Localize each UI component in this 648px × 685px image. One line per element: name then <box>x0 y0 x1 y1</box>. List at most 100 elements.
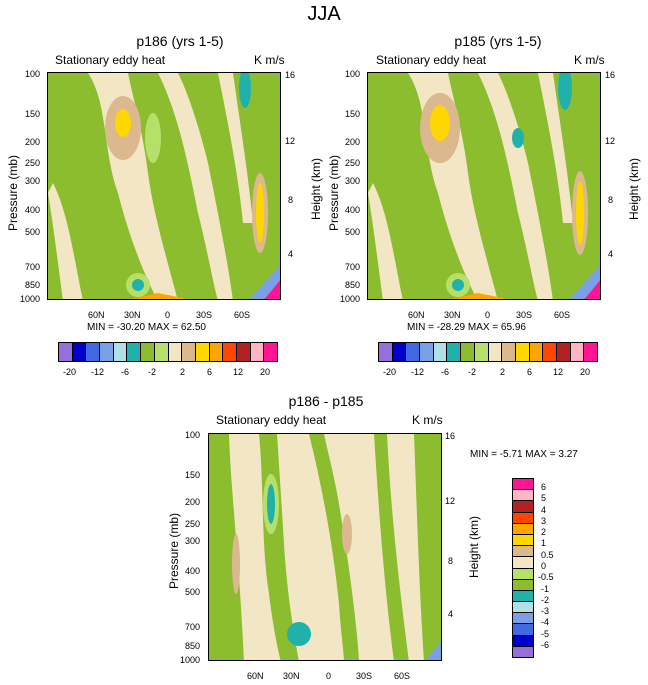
panel-2-cbtick: 6 <box>527 367 533 377</box>
panel-1-ytick-right: 8 <box>288 195 294 205</box>
panel-1-xtick: 60S <box>234 310 251 320</box>
panel-2-ylabel: Pressure (mb) <box>327 154 342 232</box>
contour-band <box>558 73 572 110</box>
panel-2-xtick: 30N <box>444 310 461 320</box>
panel-3-cbtick: -5 <box>541 629 550 639</box>
panel-1-xtick: 30S <box>196 310 213 320</box>
panel-2-ytick: 100 <box>344 69 360 79</box>
panel-3-ytick: 250 <box>184 519 200 529</box>
panel-2-cbtick: 20 <box>580 367 591 377</box>
panel-2-ytick: 200 <box>344 137 360 147</box>
panel-2-plot <box>367 72 601 300</box>
panel-3-ytick-right: 12 <box>445 496 456 506</box>
panel-2-xtick: 0 <box>485 310 491 320</box>
panel-1-contours <box>48 73 280 299</box>
panel-2-cbtick: -2 <box>468 367 477 377</box>
colorbar-swatch <box>570 343 585 361</box>
colorbar-swatch <box>556 343 571 361</box>
panel-1-subtitle: Stationary eddy heat <box>55 53 166 67</box>
panel-3-ytick: 500 <box>184 587 200 597</box>
panel-1-cbtick: -6 <box>121 367 130 377</box>
colorbar-swatch <box>433 343 448 361</box>
contour-band <box>538 73 573 223</box>
colorbar-swatch <box>461 343 475 361</box>
panel-1-xtick: 60N <box>88 310 105 320</box>
panel-3-ytick: 100 <box>184 430 200 440</box>
colorbar-swatch <box>488 343 503 361</box>
panel-2-ytick: 250 <box>344 158 360 168</box>
panel-3-xtick: 30N <box>283 671 300 681</box>
panel-3-cbtick: -2 <box>541 595 550 605</box>
colorbar-swatch <box>513 602 533 614</box>
contour-band <box>452 279 464 291</box>
panel-1-title: p186 (yrs 1-5) <box>136 33 224 49</box>
panel-1-minmax: MIN = -30.20 MAX = 62.50 <box>87 322 206 333</box>
colorbar-swatch <box>236 343 251 361</box>
panel-3-ytick: 400 <box>184 566 200 576</box>
colorbar-swatch <box>513 512 533 524</box>
panel-3-cbtick: -6 <box>541 640 550 650</box>
panel-3-ytick-right: 16 <box>445 431 456 441</box>
panel-3-ytick: 200 <box>184 497 200 507</box>
panel-1-cbtick: 2 <box>180 367 186 377</box>
contour-band <box>425 641 441 660</box>
panel-2-ytick-right: 12 <box>605 136 616 146</box>
panel-2-ytick-right: 16 <box>605 70 616 80</box>
colorbar-swatch <box>502 343 516 361</box>
panel-3-cbtick: 6 <box>541 482 547 492</box>
contour-band <box>512 128 524 148</box>
panel-1-ytick: 500 <box>24 227 40 237</box>
colorbar-swatch <box>447 343 462 361</box>
colorbar-swatch <box>154 343 169 361</box>
contour-band <box>158 73 233 299</box>
panel-3-cbtick: -4 <box>541 617 550 627</box>
contour-band <box>576 181 584 245</box>
colorbar-swatch <box>515 343 530 361</box>
colorbar-swatch <box>513 624 533 636</box>
panel-1-cbtick: 12 <box>233 367 244 377</box>
panel-3-minmax: MIN = -5.71 MAX = 3.27 <box>470 449 578 460</box>
contour-band <box>232 534 240 594</box>
panel-3-cbtick: 0.5 <box>541 550 554 560</box>
panel-1-cbtick: 6 <box>207 367 213 377</box>
panel-3-cbtick: 3 <box>541 516 547 526</box>
panel-2-colorbar <box>378 342 598 362</box>
contour-band <box>48 183 83 299</box>
panel-3-contours <box>209 434 441 660</box>
contour-band <box>309 434 359 660</box>
colorbar-swatch <box>72 343 87 361</box>
colorbar-swatch <box>195 343 210 361</box>
panel-1-xtick: 0 <box>165 310 171 320</box>
panel-3-subtitle: Stationary eddy heat <box>216 413 327 427</box>
panel-3-xtick: 0 <box>326 671 332 681</box>
panel-1-ytick: 700 <box>24 262 40 272</box>
panel-3-cbtick: 5 <box>541 493 547 503</box>
contour-band <box>414 434 441 660</box>
colorbar-swatch <box>420 343 434 361</box>
contour-band <box>368 183 403 299</box>
colorbar-swatch <box>584 343 597 361</box>
contour-band <box>209 434 244 660</box>
contour-band <box>451 293 508 299</box>
panel-2-ytick-right: 8 <box>608 195 614 205</box>
colorbar-swatch <box>223 343 237 361</box>
panel-1-ylabel-right: Height (km) <box>309 157 324 221</box>
panel-2-units: K m/s <box>574 53 605 67</box>
contour-band <box>132 279 144 291</box>
panel-3-cbtick: -1 <box>541 584 550 594</box>
panel-1-ytick: 400 <box>24 205 40 215</box>
contour-band <box>267 484 275 524</box>
contour-band <box>287 622 311 646</box>
colorbar-swatch <box>513 568 533 580</box>
panel-2-subtitle: Stationary eddy heat <box>376 53 487 67</box>
panel-3-ytick-right: 4 <box>448 609 454 619</box>
colorbar-swatch <box>127 343 142 361</box>
panel-3-ylabel-right: Height (km) <box>467 515 482 579</box>
panel-3-cbtick: 2 <box>541 527 547 537</box>
colorbar-swatch <box>250 343 265 361</box>
colorbar-swatch <box>513 523 533 535</box>
panel-1-plot <box>47 72 281 300</box>
panel-3-title: p186 - p185 <box>288 393 364 409</box>
panel-2-ytick: 300 <box>344 176 360 186</box>
panel-3-ytick-right: 8 <box>448 556 454 566</box>
